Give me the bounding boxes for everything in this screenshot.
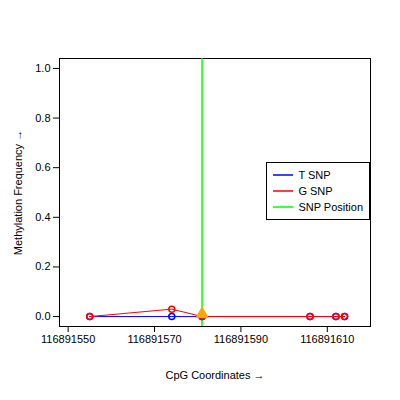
svg-text:0.2: 0.2 xyxy=(35,260,50,272)
html-text:G SNP: G SNP xyxy=(298,185,333,197)
svg-text:0.0: 0.0 xyxy=(35,310,50,322)
svg-text:1.0: 1.0 xyxy=(35,62,50,74)
svg-text:CpG Coordinates →: CpG Coordinates → xyxy=(165,369,264,381)
svg-text:Methylation Frequency →: Methylation Frequency → xyxy=(12,130,24,255)
svg-text:116891570: 116891570 xyxy=(127,333,181,345)
svg-text:116891550: 116891550 xyxy=(41,333,95,345)
svg-text:0.8: 0.8 xyxy=(35,112,50,124)
html-text:T SNP: T SNP xyxy=(298,169,331,181)
svg-text:0.4: 0.4 xyxy=(35,211,50,223)
svg-text:116891590: 116891590 xyxy=(214,333,268,345)
svg-text:0.6: 0.6 xyxy=(35,161,50,173)
svg-text:116891610: 116891610 xyxy=(300,333,354,345)
html-text:SNP Position: SNP Position xyxy=(298,201,363,213)
